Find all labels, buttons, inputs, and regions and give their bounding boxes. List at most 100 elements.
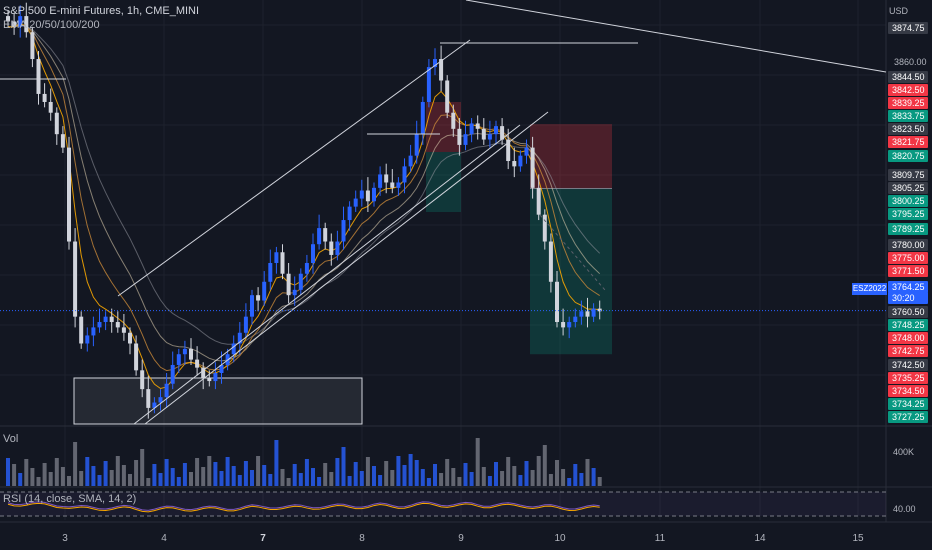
time-axis-label: 11	[654, 533, 666, 544]
projection-line	[539, 214, 606, 291]
candle-body	[54, 112, 59, 135]
volume-bar	[24, 459, 29, 486]
target-zone	[530, 188, 612, 355]
volume-bar	[433, 464, 437, 486]
volume-bar	[91, 466, 96, 486]
price-axis-label: 3842.50	[888, 84, 928, 96]
candle-body	[85, 335, 90, 344]
candle-body	[109, 316, 114, 323]
candle-body	[286, 273, 291, 296]
volume-bar	[396, 456, 401, 486]
price-axis-label: 3805.25	[888, 182, 928, 194]
candle-body	[530, 147, 535, 188]
candle-body	[280, 252, 285, 274]
time-axis-label: 4	[161, 533, 167, 544]
candle-body	[42, 93, 47, 102]
candle-body	[475, 123, 480, 129]
volume-bar	[506, 457, 511, 486]
candle-body	[469, 123, 474, 135]
candle-body	[524, 147, 529, 156]
price-axis-label: 3727.25	[888, 411, 928, 423]
price-axis-label: 3800.25	[888, 195, 928, 207]
price-axis-label: 3734.50	[888, 385, 928, 397]
candle-body	[396, 182, 401, 188]
volume-bar	[146, 478, 151, 486]
candle-body	[256, 295, 261, 301]
price-axis-label: 3748.00	[888, 332, 928, 344]
support-rectangle	[73, 377, 363, 425]
ema-20-line	[8, 22, 600, 390]
volume-bar	[176, 477, 181, 486]
volume-bar	[292, 464, 297, 486]
volume-bar	[573, 464, 578, 486]
candle-body	[573, 316, 578, 323]
candle-body	[60, 134, 65, 148]
candle-body	[512, 161, 517, 167]
price-axis-label: 3775.00	[888, 252, 928, 264]
volume-bar	[518, 475, 523, 486]
candle-body	[426, 67, 431, 102]
volume-bar	[268, 474, 273, 486]
volume-bar	[213, 462, 218, 486]
candle-body	[384, 174, 389, 183]
volume-bar	[274, 440, 279, 486]
time-axis-label: 8	[359, 533, 365, 544]
price-axis-label: 3735.25	[888, 372, 928, 384]
symbol-legend: S&P 500 E-mini Futures, 1h, CME_MINI	[3, 5, 200, 17]
candle-body	[579, 311, 584, 317]
volume-bar	[152, 464, 157, 486]
candle-body	[372, 187, 376, 202]
volume-bar	[317, 477, 322, 486]
volume-bar	[365, 457, 370, 486]
volume-bar	[359, 471, 364, 486]
volume-scale-label: 400K	[893, 447, 915, 457]
candle-body	[79, 316, 84, 344]
price-axis-label: 3760.50	[888, 306, 928, 318]
candle-body	[219, 364, 224, 374]
candle-body	[189, 348, 193, 360]
volume-bar	[481, 467, 486, 486]
price-axis-label: 3833.75	[888, 110, 928, 122]
volume-bar	[561, 469, 566, 486]
candle-body	[567, 322, 572, 328]
price-axis-label: 3734.25	[888, 398, 928, 410]
candle-body	[152, 402, 157, 408]
volume-bar	[250, 470, 254, 486]
volume-bar	[195, 458, 200, 486]
candle-body	[91, 327, 96, 336]
volume-bar	[512, 466, 517, 486]
candle-body	[6, 16, 10, 22]
candle-body	[414, 134, 419, 156]
volume-bar	[60, 467, 65, 486]
candle-body	[457, 128, 462, 145]
candle-body	[201, 367, 206, 379]
candle-body	[115, 322, 120, 328]
candle-body	[506, 139, 511, 162]
candle-body	[146, 389, 151, 408]
candle-body	[292, 289, 297, 296]
candle-body	[12, 21, 17, 27]
volume-bar	[347, 476, 352, 486]
volume-bar	[158, 473, 163, 486]
candle-body	[170, 364, 175, 384]
candle-body	[597, 308, 602, 312]
volume-bar	[585, 459, 590, 486]
price-axis-label: 3789.25	[888, 223, 928, 235]
rsi-legend: RSI (14, close, SMA, 14, 2)	[3, 493, 137, 505]
candle-body	[262, 281, 267, 301]
candle-body	[207, 378, 212, 382]
price-axis-label: 3821.75	[888, 136, 928, 148]
volume-bar	[103, 461, 108, 486]
volume-bar	[298, 473, 303, 486]
volume-bar	[341, 447, 346, 486]
candle-body	[500, 126, 505, 140]
volume-bar	[548, 474, 553, 486]
stop-zone	[530, 124, 612, 189]
volume-bar	[12, 464, 17, 486]
candle-body	[250, 295, 254, 317]
volume-bar	[170, 468, 175, 486]
candle-body	[323, 228, 328, 242]
volume-bar	[121, 465, 126, 486]
volume-bar	[579, 473, 584, 486]
